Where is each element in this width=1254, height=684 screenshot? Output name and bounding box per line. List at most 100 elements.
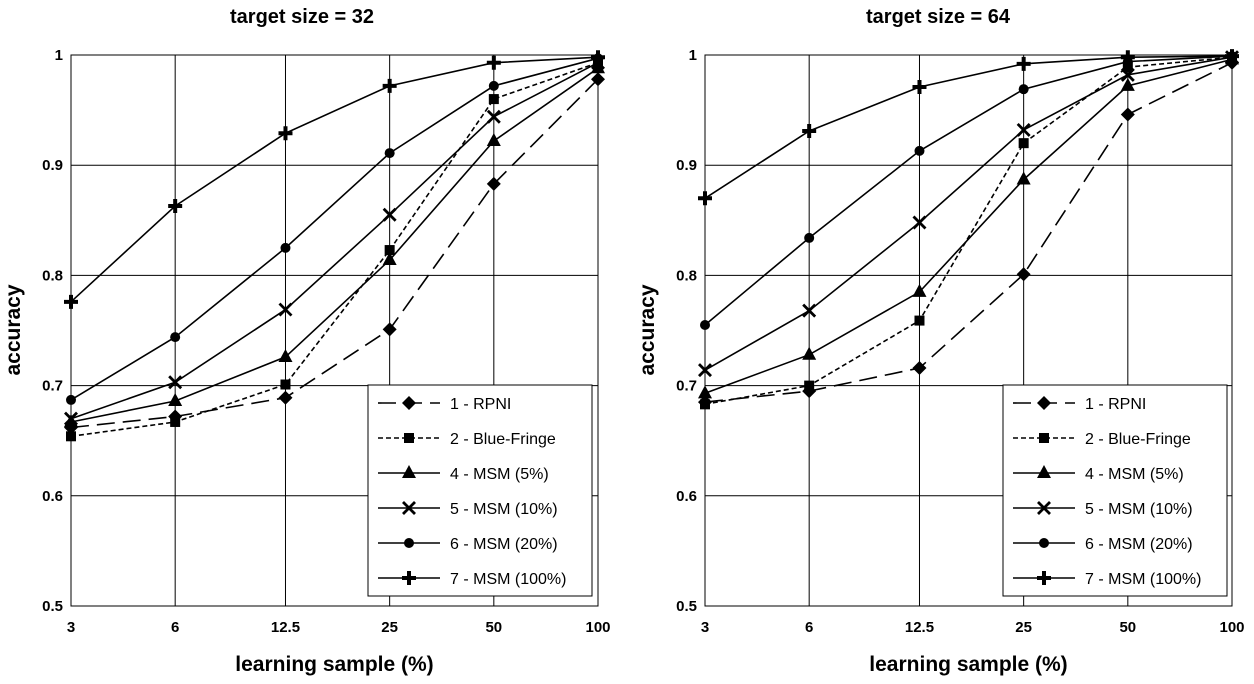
series-3 bbox=[64, 60, 605, 427]
data-point-x bbox=[802, 303, 817, 318]
series-4 bbox=[64, 55, 605, 426]
y-tick-label: 0.9 bbox=[42, 157, 63, 174]
data-point-diamond bbox=[912, 360, 927, 375]
series-line bbox=[70, 78, 599, 429]
legend-label: 5 - MSM (10%) bbox=[450, 501, 558, 518]
series-line bbox=[704, 55, 1233, 326]
data-point-square bbox=[280, 379, 291, 390]
series-line bbox=[70, 61, 599, 438]
legend-marker-x bbox=[402, 501, 416, 515]
data-point-circle bbox=[700, 319, 710, 330]
data-point-x bbox=[382, 207, 397, 222]
x-axis-label: learning sample (%) bbox=[235, 653, 433, 676]
x-tick-label: 25 bbox=[1015, 619, 1032, 636]
data-point-plus bbox=[1225, 49, 1239, 64]
data-point-square bbox=[170, 416, 181, 427]
series-2 bbox=[700, 52, 1237, 410]
legend-label: 1 - RPNI bbox=[1085, 396, 1146, 413]
legend-box bbox=[367, 384, 593, 597]
data-point-square bbox=[1122, 62, 1133, 73]
data-point-diamond bbox=[1016, 267, 1031, 282]
legend-marker-x bbox=[1037, 501, 1051, 515]
y-tick-label: 0.5 bbox=[42, 598, 63, 615]
data-point-circle bbox=[280, 242, 291, 253]
data-point-triangle bbox=[802, 346, 817, 360]
legend-label: 1 - RPNI bbox=[450, 396, 511, 413]
x-axis-label: learning sample (%) bbox=[869, 653, 1067, 676]
series-line bbox=[704, 56, 1233, 371]
data-point-diamond bbox=[1120, 107, 1135, 122]
y-tick-label: 0.6 bbox=[676, 488, 697, 505]
chart-panel-2: target size = 64 0.5 0.6 0.7 0.8 0.9 1 3 6 12.5 25… bbox=[636, 6, 1245, 676]
y-tick-label: 0.8 bbox=[676, 267, 697, 284]
data-point-circle bbox=[804, 232, 815, 243]
data-point-plus bbox=[278, 126, 293, 141]
legend-box bbox=[1002, 384, 1228, 597]
plot-frame bbox=[70, 54, 599, 607]
y-tick-label: 1 bbox=[689, 47, 697, 64]
data-point-square bbox=[488, 94, 499, 105]
series-3 bbox=[698, 51, 1239, 399]
data-point-circle bbox=[1018, 84, 1029, 95]
data-point-plus bbox=[698, 191, 712, 206]
legend-label: 5 - MSM (10%) bbox=[1085, 501, 1193, 518]
data-point-x bbox=[698, 363, 712, 378]
legend-marker-square bbox=[1039, 433, 1049, 443]
data-point-square bbox=[66, 431, 76, 442]
legend: 1 - RPNI 2 - Blue-Fringe 4 - MSM (5%) 5 - M… bbox=[1002, 384, 1228, 597]
x-tick-label: 25 bbox=[381, 619, 398, 636]
legend-marker-square bbox=[404, 433, 414, 443]
x-tick-label: 6 bbox=[171, 619, 179, 636]
data-point-plus bbox=[486, 55, 501, 70]
data-point-diamond bbox=[486, 176, 501, 191]
data-point-diamond bbox=[382, 322, 397, 337]
series-line bbox=[704, 55, 1233, 199]
data-point-x bbox=[486, 109, 501, 124]
legend-label: 6 - MSM (20%) bbox=[450, 536, 558, 553]
series-line bbox=[70, 57, 599, 401]
legend-label: 7 - MSM (100%) bbox=[1085, 571, 1201, 588]
y-tick-label: 0.6 bbox=[42, 488, 63, 505]
legend-marker-triangle bbox=[1037, 465, 1051, 478]
data-point-triangle bbox=[912, 283, 927, 297]
legend-label: 4 - MSM (5%) bbox=[1085, 466, 1184, 483]
data-point-circle bbox=[914, 145, 925, 156]
series-1 bbox=[64, 72, 605, 435]
x-tick-label: 100 bbox=[1219, 619, 1244, 636]
legend-label: 2 - Blue-Fringe bbox=[450, 431, 556, 448]
data-point-plus bbox=[168, 198, 183, 213]
data-point-x bbox=[64, 411, 78, 426]
legend-label: 4 - MSM (5%) bbox=[450, 466, 549, 483]
y-tick-label: 0.5 bbox=[676, 598, 697, 615]
x-tick-label: 12.5 bbox=[271, 619, 300, 636]
data-point-triangle bbox=[486, 132, 501, 146]
data-point-circle bbox=[170, 332, 181, 343]
data-point-square bbox=[804, 380, 815, 391]
series-1 bbox=[698, 55, 1239, 410]
data-point-x bbox=[1016, 122, 1031, 137]
data-point-plus bbox=[912, 79, 927, 94]
data-point-circle bbox=[66, 394, 76, 405]
legend-marker-plus bbox=[402, 571, 416, 585]
chart-panel-1: target size = 32 0.5 0.6 0.7 0.8 0.9 1 3 6 12.5 25… bbox=[2, 6, 611, 676]
y-tick-label: 0.7 bbox=[42, 378, 63, 395]
data-point-plus bbox=[382, 78, 397, 93]
series-5 bbox=[66, 53, 603, 405]
x-tick-label: 12.5 bbox=[905, 619, 934, 636]
series-2 bbox=[66, 57, 603, 442]
y-axis-label: accuracy bbox=[636, 284, 659, 375]
y-tick-label: 0.9 bbox=[676, 157, 697, 174]
data-point-plus bbox=[802, 124, 817, 139]
data-point-triangle bbox=[168, 393, 183, 407]
chart-title: target size = 64 bbox=[866, 6, 1011, 28]
y-tick-label: 0.7 bbox=[676, 378, 697, 395]
data-point-plus bbox=[64, 294, 78, 309]
legend-marker-circle bbox=[404, 538, 414, 548]
legend-label: 6 - MSM (20%) bbox=[1085, 536, 1193, 553]
y-axis-label: accuracy bbox=[2, 284, 25, 375]
series-5 bbox=[700, 51, 1237, 330]
plot-frame bbox=[704, 54, 1233, 607]
y-tick-label: 1 bbox=[55, 47, 63, 64]
data-point-square bbox=[914, 315, 925, 326]
x-tick-label: 50 bbox=[485, 619, 502, 636]
